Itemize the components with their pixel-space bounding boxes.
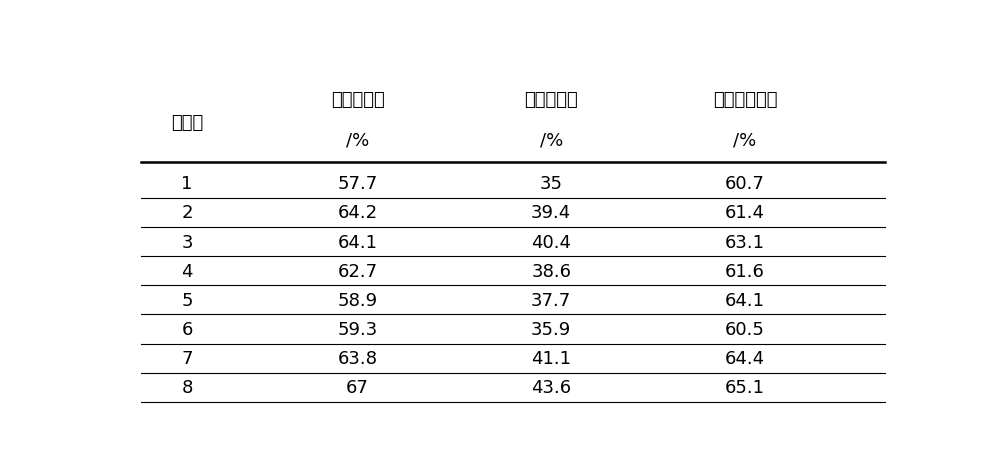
Text: 39.4: 39.4 (531, 204, 571, 222)
Text: 6: 6 (181, 321, 193, 339)
Text: /%: /% (346, 132, 369, 150)
Text: 5: 5 (181, 292, 193, 310)
Text: 实施例: 实施例 (171, 114, 203, 132)
Text: 8: 8 (181, 379, 193, 397)
Text: 57.7: 57.7 (337, 175, 378, 193)
Text: 38.6: 38.6 (531, 263, 571, 281)
Text: 61.4: 61.4 (725, 204, 765, 222)
Text: 63.1: 63.1 (725, 234, 765, 252)
Text: 43.6: 43.6 (531, 379, 571, 397)
Text: 63.8: 63.8 (338, 350, 378, 368)
Text: 64.2: 64.2 (337, 204, 378, 222)
Text: 乙炔转化率: 乙炔转化率 (331, 91, 384, 109)
Text: 1: 1 (181, 175, 193, 193)
Text: 59.3: 59.3 (337, 321, 378, 339)
Text: 58.9: 58.9 (337, 292, 378, 310)
Text: 61.6: 61.6 (725, 263, 765, 281)
Text: /%: /% (540, 132, 563, 150)
Text: 35.9: 35.9 (531, 321, 571, 339)
Text: 64.1: 64.1 (725, 292, 765, 310)
Text: 3: 3 (181, 234, 193, 252)
Text: 41.1: 41.1 (531, 350, 571, 368)
Text: /%: /% (733, 132, 757, 150)
Text: 37.7: 37.7 (531, 292, 571, 310)
Text: 40.4: 40.4 (531, 234, 571, 252)
Text: 苯乙烯选择性: 苯乙烯选择性 (713, 91, 777, 109)
Text: 60.5: 60.5 (725, 321, 765, 339)
Text: 35: 35 (540, 175, 563, 193)
Text: 4: 4 (181, 263, 193, 281)
Text: 62.7: 62.7 (337, 263, 378, 281)
Text: 苯乙烯收率: 苯乙烯收率 (524, 91, 578, 109)
Text: 2: 2 (181, 204, 193, 222)
Text: 67: 67 (346, 379, 369, 397)
Text: 60.7: 60.7 (725, 175, 765, 193)
Text: 64.1: 64.1 (338, 234, 378, 252)
Text: 7: 7 (181, 350, 193, 368)
Text: 65.1: 65.1 (725, 379, 765, 397)
Text: 64.4: 64.4 (725, 350, 765, 368)
